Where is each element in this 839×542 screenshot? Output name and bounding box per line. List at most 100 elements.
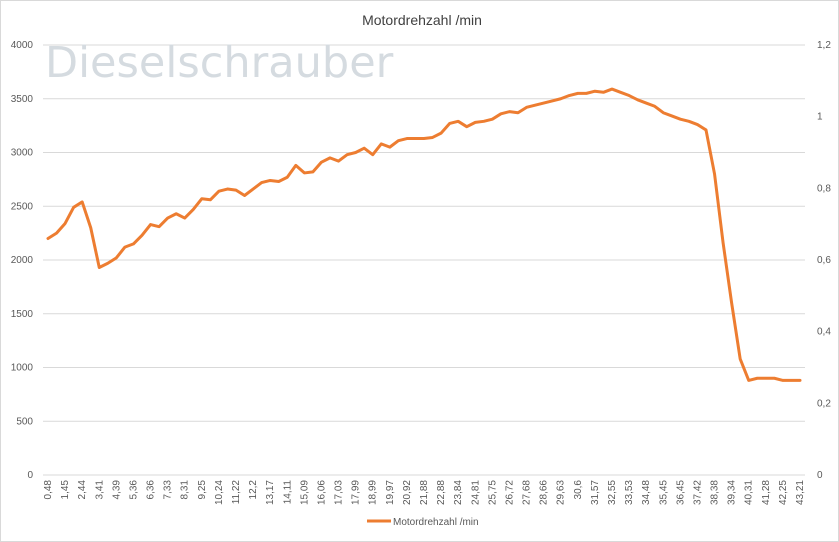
- data-point: [696, 123, 699, 126]
- x-tick-label: 29,63: [556, 480, 567, 505]
- data-point: [790, 379, 793, 382]
- x-tick-label: 7,33: [163, 480, 174, 500]
- x-tick-label: 38,38: [710, 480, 721, 505]
- y-tick-label: 0: [27, 470, 33, 481]
- x-tick-label: 28,66: [539, 480, 550, 505]
- data-point: [252, 188, 254, 190]
- data-point: [619, 91, 622, 94]
- y-tick-label: 4000: [11, 40, 34, 51]
- x-tick-label: 31,57: [590, 480, 601, 505]
- y-tick-label: 1500: [11, 309, 34, 320]
- data-point: [594, 90, 596, 93]
- x-tick-label: 2,44: [77, 480, 88, 500]
- data-point: [201, 197, 203, 200]
- data-point: [431, 136, 434, 139]
- data-point: [568, 94, 571, 97]
- x-tick-label: 41,28: [761, 480, 772, 505]
- x-tick-label: 9,25: [197, 480, 208, 500]
- data-point: [653, 105, 656, 108]
- data-point: [124, 246, 126, 248]
- data-point: [371, 153, 374, 156]
- data-point: [585, 92, 588, 95]
- data-point: [226, 188, 229, 190]
- data-point: [465, 125, 468, 128]
- data-point: [782, 379, 784, 382]
- data-point: [295, 164, 297, 167]
- x-tick-label: 27,68: [522, 480, 533, 505]
- data-point: [89, 226, 92, 229]
- data-point: [389, 146, 391, 148]
- data-point: [346, 153, 348, 156]
- data-point: [799, 379, 801, 382]
- data-point: [218, 190, 220, 192]
- data-point: [508, 110, 511, 113]
- data-point: [175, 212, 177, 215]
- x-tick-label: 25,75: [487, 480, 498, 505]
- data-point: [705, 129, 707, 131]
- x-tick-label: 10,24: [214, 480, 225, 505]
- legend: Motordrehzahl /min: [367, 517, 479, 528]
- data-point: [559, 97, 562, 100]
- x-tick-label: 40,31: [744, 480, 755, 505]
- data-point: [72, 206, 75, 209]
- data-point: [457, 120, 459, 123]
- data-point: [312, 171, 314, 173]
- data-point: [722, 242, 724, 244]
- x-tick-label: 24,81: [470, 480, 481, 505]
- x-tick-label: 39,34: [727, 480, 738, 505]
- x-tick-label: 8,31: [180, 480, 191, 500]
- data-point: [47, 237, 49, 240]
- data-point: [303, 172, 306, 174]
- x-tick-label: 23,84: [453, 480, 464, 505]
- x-tick-label: 30,6: [573, 480, 584, 500]
- x-tick-label: 20,92: [402, 480, 413, 505]
- y-tick-label: 1000: [11, 363, 34, 374]
- data-point: [107, 262, 109, 265]
- x-tick-label: 43,21: [795, 480, 806, 505]
- y-tick-label: 3000: [11, 148, 34, 159]
- data-point: [551, 100, 553, 102]
- data-point: [64, 222, 66, 225]
- data-point: [183, 217, 186, 219]
- data-point: [542, 102, 545, 104]
- y2-tick-label: 0,2: [817, 398, 831, 409]
- data-point: [209, 199, 212, 201]
- x-tick-label: 21,88: [419, 480, 430, 505]
- data-point: [671, 115, 673, 117]
- data-point: [739, 358, 741, 360]
- data-point: [277, 180, 280, 183]
- data-point: [534, 104, 536, 106]
- data-point: [491, 118, 494, 120]
- y2-tick-label: 0: [817, 470, 823, 481]
- y-axis-right: 0 0,2 0,4 0,6 0,8 1 1,2: [817, 40, 831, 481]
- data-point: [329, 157, 331, 159]
- x-tick-label: 37,42: [692, 480, 703, 505]
- data-point: [286, 176, 289, 179]
- y2-tick-label: 0,4: [817, 327, 831, 338]
- x-tick-label: 16,06: [316, 480, 327, 505]
- data-point: [149, 223, 152, 226]
- data-point: [192, 208, 195, 211]
- data-point: [81, 201, 83, 203]
- x-axis: 0,48 1,45 2,44 3,41 4,39 5,36 6,36 7,33 8,31 9,25…: [43, 480, 806, 505]
- data-point: [628, 94, 630, 97]
- data-point: [756, 377, 759, 380]
- x-tick-label: 11,22: [231, 480, 242, 505]
- series-layer: [46, 87, 802, 382]
- data-point: [730, 302, 733, 304]
- data-point: [380, 143, 383, 145]
- y2-tick-label: 0,8: [817, 183, 831, 194]
- data-point: [645, 102, 647, 104]
- data-point: [679, 118, 682, 120]
- y-tick-label: 2000: [11, 255, 34, 266]
- y-tick-label: 3500: [11, 94, 34, 105]
- x-tick-label: 17,99: [351, 480, 362, 505]
- data-point: [98, 266, 101, 269]
- data-point: [235, 189, 237, 191]
- x-tick-label: 17,03: [334, 480, 345, 505]
- data-point: [474, 121, 477, 124]
- y2-tick-label: 1: [817, 112, 823, 123]
- data-point: [260, 181, 263, 184]
- data-point: [141, 234, 143, 237]
